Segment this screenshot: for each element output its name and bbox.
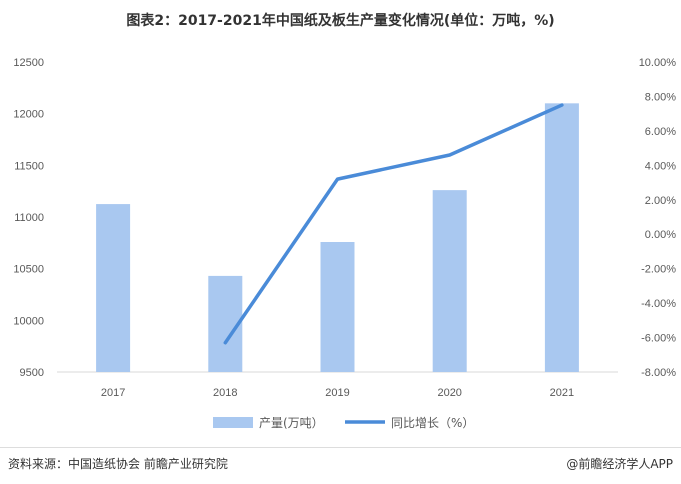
right-axis-tick: 6.00%	[645, 126, 676, 138]
right-axis-tick: 0.00%	[645, 229, 676, 241]
x-axis-tick: 2018	[213, 387, 237, 399]
left-axis-tick: 10000	[13, 315, 44, 327]
right-axis-tick: -8.00%	[641, 367, 676, 379]
legend-line-label: 同比增长（%）	[391, 416, 474, 430]
right-axis-tick: -2.00%	[641, 264, 676, 276]
right-axis-tick: -6.00%	[641, 333, 676, 345]
left-axis-tick: 10500	[13, 264, 44, 276]
legend-bar-swatch	[213, 417, 253, 428]
bar-2019	[320, 242, 355, 372]
left-axis-tick: 11500	[14, 160, 44, 172]
left-axis-tick: 9500	[20, 367, 44, 379]
x-axis-tick: 2019	[325, 387, 349, 399]
chart-svg: 9500 10000 10500 11000 11500 12000 12500 -8.00%…	[13, 57, 677, 430]
left-axis-tick: 12000	[13, 109, 44, 121]
bar-2021	[544, 103, 579, 372]
right-axis-tick: 10.00%	[639, 57, 677, 69]
bar-2017	[96, 204, 131, 372]
x-axis-tick: 2020	[437, 387, 461, 399]
left-axis-tick: 11000	[14, 212, 44, 224]
left-axis-tick: 12500	[13, 57, 44, 69]
growth-line	[223, 103, 564, 345]
right-axis-tick: 2.00%	[645, 195, 676, 207]
legend-bar-label: 产量(万吨）	[259, 416, 324, 430]
footer-divider	[0, 447, 681, 448]
right-axis-tick: 8.00%	[645, 91, 676, 103]
brand-label: @前瞻经济学人APP	[566, 457, 673, 471]
chart-title: 图表2：2017-2021年中国纸及板生产量变化情况(单位：万吨，%)	[126, 13, 555, 29]
right-axis-tick: -4.00%	[641, 298, 676, 310]
source-note: 资料来源：中国造纸协会 前瞻产业研究院	[8, 457, 228, 471]
bar-2020	[432, 190, 467, 372]
x-axis-tick: 2021	[550, 387, 574, 399]
x-axis-tick: 2017	[101, 387, 125, 399]
right-axis-tick: 4.00%	[645, 160, 676, 172]
